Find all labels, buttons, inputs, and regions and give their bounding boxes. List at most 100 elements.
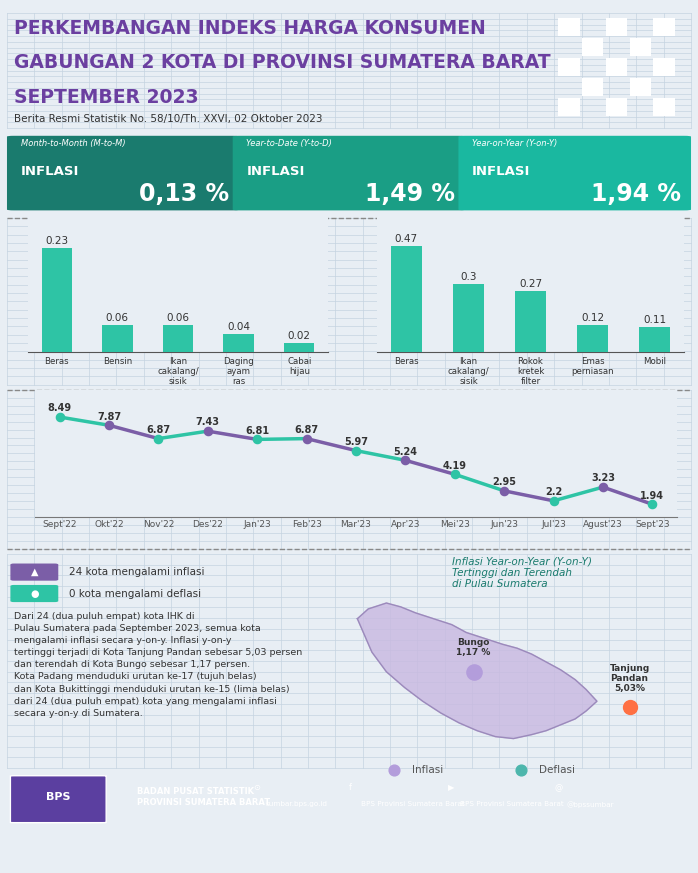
Text: INFLASI: INFLASI xyxy=(21,165,79,178)
FancyBboxPatch shape xyxy=(7,136,239,210)
Bar xyxy=(639,327,670,352)
Text: 1,94 %: 1,94 % xyxy=(591,182,681,206)
Text: 2.95: 2.95 xyxy=(492,478,516,487)
Text: 0.06: 0.06 xyxy=(106,313,129,323)
Text: 3.23: 3.23 xyxy=(591,473,615,484)
FancyBboxPatch shape xyxy=(232,136,466,210)
Text: 0.23: 0.23 xyxy=(45,237,68,246)
Text: INFLASI: INFLASI xyxy=(472,165,530,178)
Bar xyxy=(284,343,314,352)
Point xyxy=(624,700,635,714)
Bar xyxy=(606,98,628,116)
Text: SEPTEMBER 2023: SEPTEMBER 2023 xyxy=(14,88,198,107)
Text: Komoditas Penyumbang Utama
Andil Inflasi (y-on-y,%): Komoditas Penyumbang Utama Andil Inflasi… xyxy=(432,220,608,241)
Bar xyxy=(558,58,580,76)
Text: 24 kota mengalami inflasi: 24 kota mengalami inflasi xyxy=(68,567,204,577)
Text: ⊙: ⊙ xyxy=(253,783,260,793)
Text: 0,13 %: 0,13 % xyxy=(139,182,229,206)
Bar xyxy=(577,325,608,352)
Text: 0.12: 0.12 xyxy=(581,313,604,323)
Bar xyxy=(558,98,580,116)
Text: ●: ● xyxy=(30,588,38,599)
Bar xyxy=(606,17,628,36)
Bar xyxy=(653,98,675,116)
Text: BPS Provinsi Sumatera Barat: BPS Provinsi Sumatera Barat xyxy=(362,801,465,808)
Text: 1.94: 1.94 xyxy=(640,491,664,500)
Text: 0 kota mengalami deflasi: 0 kota mengalami deflasi xyxy=(68,588,200,599)
Point xyxy=(388,763,399,777)
Text: 1,49 %: 1,49 % xyxy=(365,182,455,206)
Text: Bungo
1,17 %: Bungo 1,17 % xyxy=(456,637,491,657)
Text: 0.27: 0.27 xyxy=(519,279,542,289)
Point xyxy=(400,453,411,467)
Text: Inflasi: Inflasi xyxy=(412,765,443,775)
Bar xyxy=(582,78,604,96)
Bar xyxy=(163,325,193,352)
Point xyxy=(350,443,362,457)
Text: PERKEMBANGAN INDEKS HARGA KONSUMEN: PERKEMBANGAN INDEKS HARGA KONSUMEN xyxy=(14,19,486,38)
Text: 0.3: 0.3 xyxy=(460,272,477,282)
Point xyxy=(153,431,164,445)
FancyBboxPatch shape xyxy=(10,585,59,602)
Point xyxy=(301,431,312,445)
Bar xyxy=(558,17,580,36)
Text: Tanjung
Pandan
5,03%: Tanjung Pandan 5,03% xyxy=(609,663,650,693)
Text: 0.06: 0.06 xyxy=(167,313,189,323)
Point xyxy=(54,410,65,424)
Text: Year-on-Year (Y-on-Y): Year-on-Year (Y-on-Y) xyxy=(472,139,558,148)
Text: Inflasi Year-on-Year (Y-on-Y)
Tertinggi dan Terendah
di Pulau Sumatera: Inflasi Year-on-Year (Y-on-Y) Tertinggi … xyxy=(452,556,592,589)
Text: f: f xyxy=(349,783,352,793)
Point xyxy=(597,480,609,494)
Text: GABUNGAN 2 KOTA DI PROVINSI SUMATERA BARAT: GABUNGAN 2 KOTA DI PROVINSI SUMATERA BAR… xyxy=(14,53,551,72)
FancyBboxPatch shape xyxy=(10,776,106,822)
Bar xyxy=(391,246,422,352)
Text: Year-to-Date (Y-to-D): Year-to-Date (Y-to-D) xyxy=(246,139,332,148)
Text: BPS: BPS xyxy=(46,792,70,801)
Text: Komoditas Penyumbang Utama
Andil Inflasi (m-to-m,%): Komoditas Penyumbang Utama Andil Inflasi… xyxy=(90,220,266,241)
Point xyxy=(202,424,214,438)
Bar xyxy=(582,38,604,56)
Text: 4.19: 4.19 xyxy=(443,461,467,471)
Text: ▶: ▶ xyxy=(448,783,454,793)
Text: 0.47: 0.47 xyxy=(395,234,418,244)
Bar xyxy=(453,285,484,352)
Text: sumbar.bps.go.id: sumbar.bps.go.id xyxy=(265,801,327,808)
Text: 2.2: 2.2 xyxy=(545,487,562,497)
FancyBboxPatch shape xyxy=(459,136,691,210)
Text: @bpssumbar: @bpssumbar xyxy=(567,801,614,808)
Text: 6.81: 6.81 xyxy=(245,426,269,436)
Text: 0.11: 0.11 xyxy=(643,315,666,326)
Bar xyxy=(102,325,133,352)
Text: Deflasi: Deflasi xyxy=(539,765,575,775)
Text: 5.24: 5.24 xyxy=(394,447,417,457)
Text: INFLASI: INFLASI xyxy=(246,165,305,178)
Point xyxy=(103,418,114,432)
Bar xyxy=(515,291,546,352)
Text: @: @ xyxy=(554,783,563,793)
Point xyxy=(251,432,262,446)
Text: BPS Provinsi Sumatera Barat: BPS Provinsi Sumatera Barat xyxy=(461,801,564,808)
FancyBboxPatch shape xyxy=(10,564,59,581)
Point xyxy=(468,665,479,679)
Text: 8.49: 8.49 xyxy=(47,403,72,413)
Point xyxy=(548,494,559,508)
Bar xyxy=(653,17,675,36)
Polygon shape xyxy=(357,603,597,739)
Text: Berita Resmi Statistik No. 58/10/Th. XXVI, 02 Oktober 2023: Berita Resmi Statistik No. 58/10/Th. XXV… xyxy=(14,113,322,124)
Bar xyxy=(653,58,675,76)
Text: Dari 24 (dua puluh empat) kota IHK di
Pulau Sumatera pada September 2023, semua : Dari 24 (dua puluh empat) kota IHK di Pu… xyxy=(14,612,302,718)
Text: 7.87: 7.87 xyxy=(97,411,121,422)
Bar xyxy=(606,58,628,76)
Text: Month-to-Month (M-to-M): Month-to-Month (M-to-M) xyxy=(21,139,125,148)
Text: 5.97: 5.97 xyxy=(344,436,368,447)
Bar xyxy=(223,333,254,352)
Point xyxy=(498,484,510,498)
Bar xyxy=(630,38,651,56)
Bar xyxy=(42,248,72,352)
Point xyxy=(450,467,461,481)
Point xyxy=(515,763,526,777)
Text: 0.02: 0.02 xyxy=(288,331,311,341)
Text: 6.87: 6.87 xyxy=(295,425,319,435)
Bar xyxy=(630,78,651,96)
Text: BADAN PUSAT STATISTIK
PROVINSI SUMATERA BARAT: BADAN PUSAT STATISTIK PROVINSI SUMATERA … xyxy=(137,787,270,807)
